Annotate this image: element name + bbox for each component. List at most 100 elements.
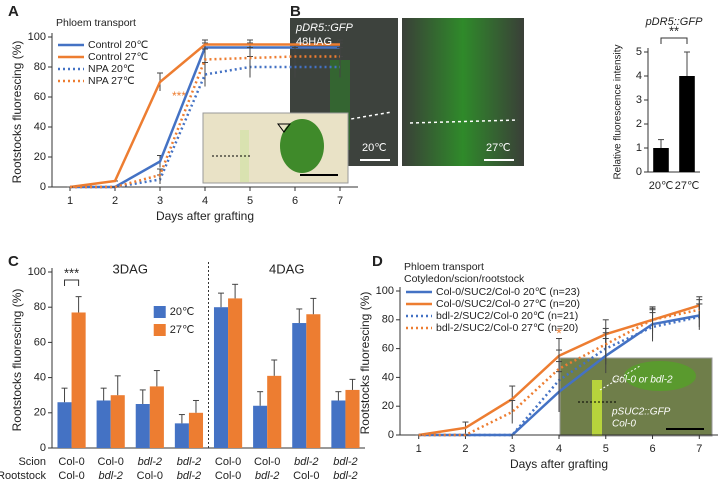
x-tick-label: Col-0	[137, 470, 163, 482]
legend-label: Control 20℃	[88, 39, 148, 51]
chart-title: pDR5::GFP	[645, 16, 704, 28]
bar	[331, 400, 346, 448]
legend-label: Col-0/SUC2/Col-0 20℃ (n=23)	[436, 286, 580, 298]
y-tick-label: 0	[636, 166, 642, 178]
bar	[228, 298, 243, 448]
y-tick-label: 2	[636, 118, 642, 130]
x-tick-label: Col-0	[254, 456, 280, 468]
y-tick-label: 0	[40, 442, 46, 454]
x-tick-label: bdl-2	[138, 456, 162, 468]
series-line	[69, 43, 340, 189]
y-tick-label: 0	[40, 181, 46, 193]
bar	[306, 314, 321, 448]
panel-label: B	[290, 3, 301, 20]
y-tick-label: 60	[382, 343, 394, 355]
x-tick-label: 1	[67, 195, 73, 207]
x-tick-label: 3	[157, 195, 163, 207]
legend-label: bdl-2/SUC2/Col-0 27℃ (n=20)	[436, 322, 578, 334]
y-tick-label: 40	[34, 121, 46, 133]
row-label: Scion	[18, 456, 46, 468]
x-tick-label: bdl-2	[177, 470, 201, 482]
x-tick-label: 6	[649, 443, 655, 455]
x-axis-label: Days after grafting	[156, 209, 254, 223]
x-tick-label: Col-0	[58, 456, 84, 468]
y-tick-label: 3	[636, 94, 642, 106]
x-tick-label: 5	[603, 443, 609, 455]
y-tick-label: 0	[388, 429, 394, 441]
series-line	[70, 55, 340, 189]
panel-label: C	[8, 253, 19, 270]
inset-image	[202, 112, 349, 184]
x-tick-label: 7	[337, 195, 343, 207]
bar	[96, 400, 111, 448]
x-tick-label: 1	[416, 443, 422, 455]
x-axis-label: Days after grafting	[510, 457, 608, 471]
y-tick-label: 4	[636, 70, 642, 82]
x-tick-label: 4	[556, 443, 562, 455]
legend-subtitle: Cotyledon/scion/rootstock	[404, 273, 525, 285]
legend-swatch	[153, 306, 166, 318]
graft-line	[297, 111, 393, 129]
cotyledon	[624, 361, 696, 391]
annotation: ***	[64, 265, 79, 280]
image-label: pDR5::GFP	[295, 22, 354, 34]
y-tick-label: 80	[34, 301, 46, 313]
x-tick-label: bdl-2	[333, 456, 357, 468]
y-tick-label: 60	[34, 91, 46, 103]
inset-label: pSUC2::GFP	[611, 407, 671, 418]
x-tick-label: bdl-2	[333, 470, 357, 482]
bar	[213, 307, 229, 448]
y-tick-label: 100	[28, 266, 46, 278]
x-tick-label: 6	[292, 195, 298, 207]
x-tick-label: 2	[462, 443, 468, 455]
bar	[71, 312, 86, 448]
legend-label: NPA 27℃	[88, 75, 135, 87]
x-tick-label: 3	[509, 443, 515, 455]
legend-label: bdl-2/SUC2/Col-0 20℃ (n=21)	[436, 310, 578, 322]
legend-title: Phloem transport	[56, 17, 136, 29]
x-tick-label: 5	[247, 195, 253, 207]
legend-label: NPA 20℃	[88, 63, 135, 75]
bar	[174, 423, 189, 448]
bar	[110, 395, 125, 448]
y-tick-label: 20	[34, 151, 46, 163]
y-tick-label: 5	[636, 46, 642, 58]
image-label: 27℃	[486, 142, 511, 154]
y-tick-label: 20	[34, 407, 46, 419]
annotation: **	[669, 23, 679, 38]
bar	[653, 148, 669, 172]
x-tick-label: 7	[696, 443, 702, 455]
x-tick-label: bdl-2	[98, 470, 122, 482]
x-tick-label: Col-0	[98, 456, 124, 468]
x-tick-label: 4	[202, 195, 208, 207]
inset-label: Col-0 or bdl-2	[612, 375, 673, 386]
legend-label: 27℃	[170, 324, 195, 336]
bar	[253, 405, 268, 448]
bar	[149, 386, 164, 448]
legend-label: 20℃	[170, 306, 195, 318]
stem	[592, 380, 602, 436]
y-tick-label: 40	[34, 372, 46, 384]
x-tick-label: bdl-2	[294, 456, 318, 468]
image-label: 48HAG	[296, 36, 332, 48]
group-label: 3DAG	[113, 261, 148, 276]
y-tick-label: 60	[34, 336, 46, 348]
y-tick-label: 1	[636, 142, 642, 154]
bar	[345, 389, 360, 448]
graft-line	[409, 119, 519, 124]
x-tick-label: bdl-2	[255, 470, 279, 482]
annotation: *	[556, 325, 562, 341]
panel-label: A	[8, 3, 19, 20]
y-tick-label: 80	[34, 61, 46, 73]
y-tick-label: 80	[382, 314, 394, 326]
legend-title: Phloem transport	[404, 261, 484, 273]
bar	[135, 404, 150, 448]
bar	[267, 375, 282, 448]
arrowhead	[277, 123, 291, 133]
x-tick-label: bdl-2	[177, 456, 201, 468]
y-tick-label: 100	[28, 31, 46, 43]
legend-label: Control 27℃	[88, 51, 148, 63]
micro-image	[402, 18, 524, 166]
bar	[188, 412, 204, 448]
